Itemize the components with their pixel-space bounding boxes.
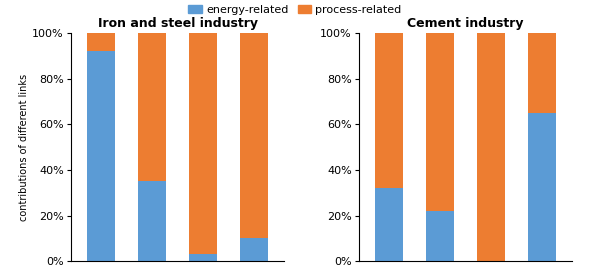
Bar bbox=[189, 33, 217, 254]
Bar bbox=[426, 211, 454, 261]
Bar bbox=[87, 51, 115, 261]
Title: Cement industry: Cement industry bbox=[407, 17, 524, 31]
Legend: energy-related, process-related: energy-related, process-related bbox=[184, 0, 406, 19]
Bar bbox=[477, 33, 505, 261]
Bar bbox=[375, 188, 404, 261]
Title: Iron and steel industry: Iron and steel industry bbox=[97, 17, 257, 31]
Bar bbox=[528, 33, 556, 113]
Bar bbox=[189, 254, 217, 261]
Bar bbox=[375, 33, 404, 188]
Bar bbox=[138, 182, 166, 261]
Y-axis label: contributions of different links: contributions of different links bbox=[19, 73, 30, 221]
Bar bbox=[528, 113, 556, 261]
Bar bbox=[240, 33, 268, 238]
Bar bbox=[240, 238, 268, 261]
Bar bbox=[87, 33, 115, 51]
Bar bbox=[138, 33, 166, 182]
Bar bbox=[426, 33, 454, 211]
